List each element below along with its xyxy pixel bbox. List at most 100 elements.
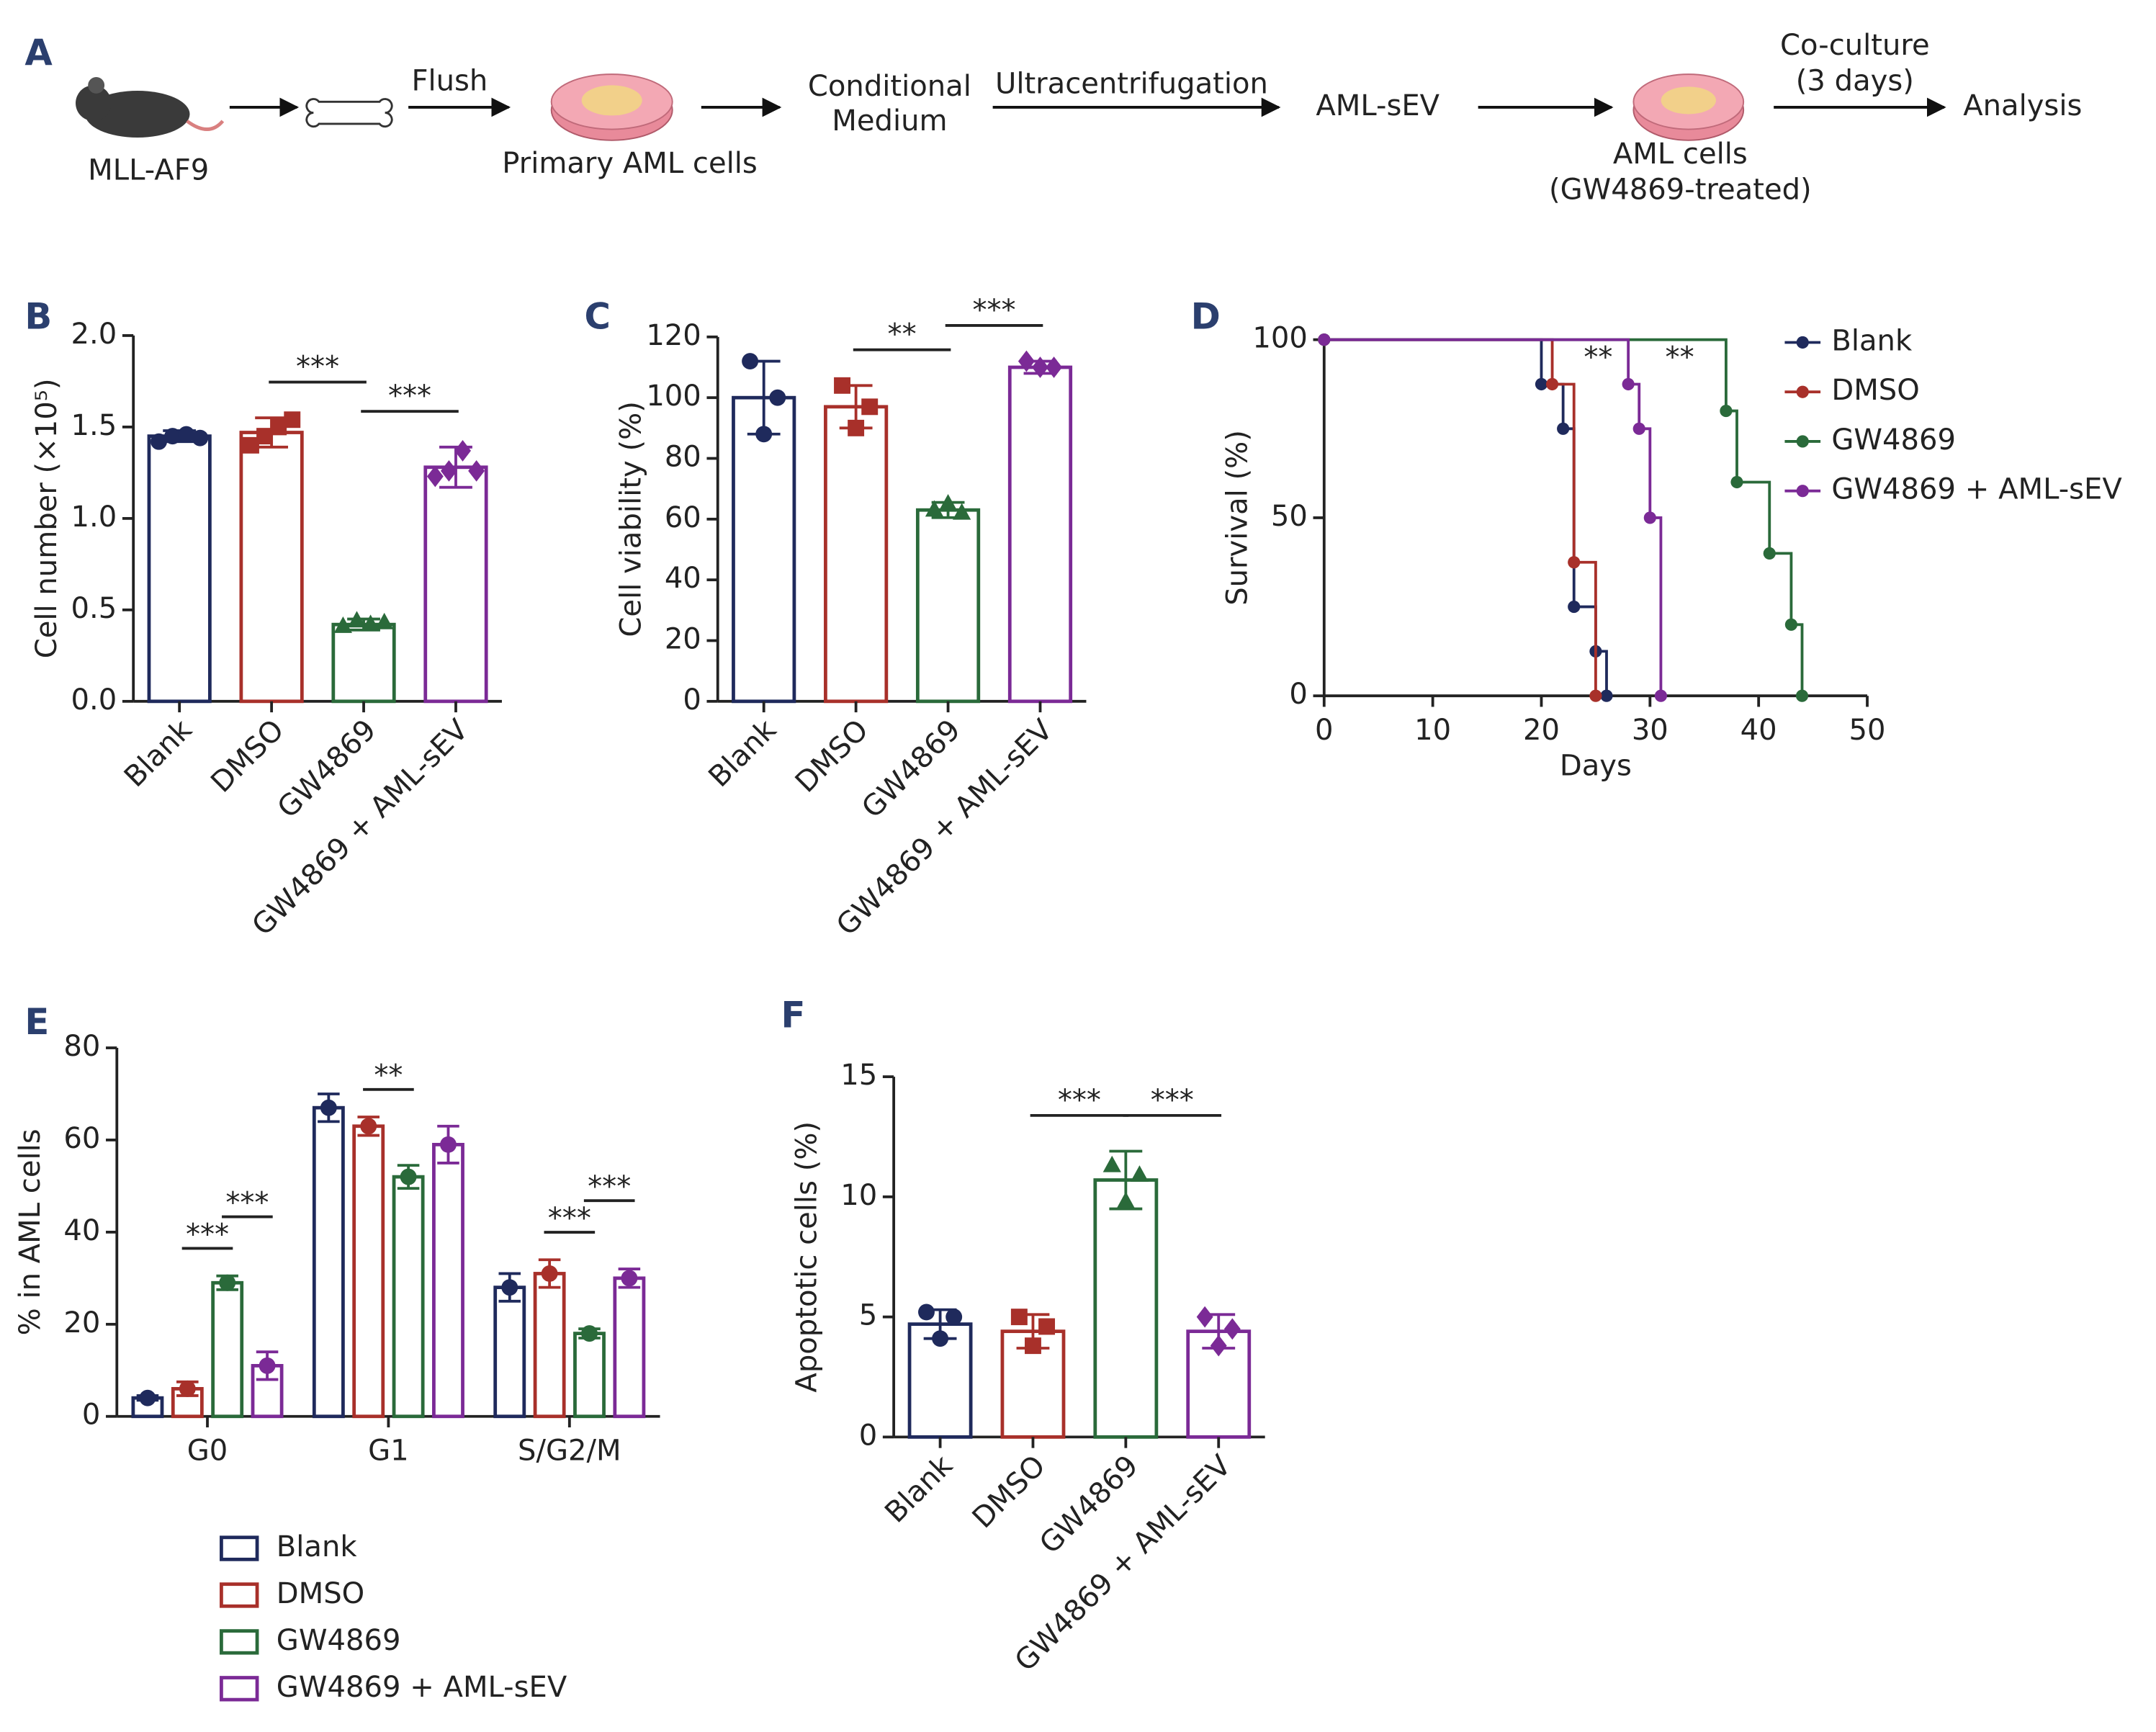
significance-label: *** [225, 1186, 269, 1219]
y-tick-label: 60 [665, 501, 701, 534]
legend-label: Blank [1831, 324, 1913, 357]
data-point [861, 398, 879, 416]
data-point [1795, 689, 1809, 702]
bone-icon [305, 98, 393, 128]
x-tick-label: 50 [1849, 714, 1886, 747]
data-point [1589, 689, 1602, 702]
x-tick-label: 40 [1740, 714, 1777, 747]
y-tick-label: 0.5 [71, 592, 117, 625]
data-point [953, 503, 971, 520]
data-point [946, 1309, 963, 1326]
data-point [243, 436, 259, 454]
significance-label: *** [972, 294, 1015, 327]
data-point [581, 1325, 598, 1342]
significance-label: ** [1666, 341, 1694, 374]
data-point [848, 419, 865, 436]
data-point [1763, 547, 1776, 560]
y-axis-title: Cell number (×10⁵) [30, 379, 63, 659]
data-point [1568, 600, 1581, 614]
data-point [621, 1270, 638, 1287]
step-label: MLL-AF9 [88, 154, 209, 187]
legend-label: GW4869 [1831, 423, 1956, 457]
data-point [192, 429, 209, 447]
survival-line [1324, 338, 1597, 696]
step-label: Analysis [1963, 89, 2082, 122]
x-tick-label: 0 [1315, 714, 1334, 747]
data-point [375, 612, 394, 629]
data-point [1720, 404, 1733, 418]
data-point [1535, 377, 1548, 391]
x-axis-title: Days [1560, 749, 1632, 782]
panel-label: C [585, 296, 611, 338]
data-point [333, 616, 353, 633]
legend-label: Blank [277, 1530, 358, 1563]
bar [533, 1272, 566, 1419]
data-point [164, 428, 181, 445]
step-label: AML-sEV [1316, 89, 1439, 122]
significance-label: ** [888, 318, 917, 351]
panel-label: D [1191, 296, 1221, 338]
legend-marker [1796, 385, 1809, 398]
data-point [1018, 350, 1035, 372]
step-label: Primary AML cells [502, 147, 758, 180]
data-point [219, 1274, 236, 1291]
data-point [1318, 333, 1331, 346]
data-point [755, 426, 773, 443]
legend-swatch [220, 1676, 259, 1702]
data-point [1010, 1309, 1028, 1326]
x-tick-label: DMSO [205, 714, 290, 799]
y-tick-label: 120 [646, 319, 701, 352]
step-label: (3 days) [1796, 65, 1914, 98]
dish-icon [1632, 73, 1745, 141]
bar [312, 1105, 345, 1419]
data-point [179, 1380, 196, 1397]
bar [352, 1124, 385, 1419]
data-point [440, 1136, 457, 1153]
data-point [918, 1304, 935, 1321]
step-label: Flush [411, 65, 488, 98]
bar [392, 1175, 425, 1419]
step-label: Medium [832, 104, 947, 138]
data-point [1102, 1155, 1121, 1172]
y-tick-label: 0.0 [71, 683, 117, 717]
significance-label: *** [388, 380, 431, 413]
y-axis-title: Survival (%) [1221, 430, 1254, 606]
y-tick-label: 20 [665, 623, 701, 656]
y-tick-label: 1.5 [71, 409, 117, 442]
survival-line [1324, 338, 1608, 696]
panel-label: F [781, 995, 806, 1036]
data-point [1632, 422, 1645, 435]
y-tick-label: 2.0 [71, 318, 117, 351]
data-point [151, 433, 167, 450]
y-tick-label: 5 [859, 1299, 878, 1332]
y-axis-title: Apoptotic cells (%) [791, 1121, 824, 1393]
data-point [769, 389, 786, 406]
y-tick-label: 0 [683, 683, 701, 717]
bar [573, 1332, 606, 1419]
data-point [1130, 1165, 1149, 1183]
legend-label: DMSO [1831, 374, 1919, 407]
panel-label: E [24, 1001, 49, 1043]
data-point [1622, 377, 1635, 391]
bar [1007, 365, 1073, 704]
dish-icon [550, 73, 673, 141]
y-tick-label: 20 [63, 1306, 100, 1340]
y-axis-title: % in AML cells [14, 1129, 47, 1335]
significance-label: *** [186, 1218, 229, 1251]
data-point [1784, 618, 1798, 631]
workflow: A MLL-AF9 Flush Primary AML cel [24, 29, 2082, 206]
y-axis-title: Cell viability (%) [614, 401, 647, 637]
data-point [256, 428, 274, 445]
data-point [454, 440, 471, 462]
step-label: AML cells [1613, 138, 1748, 171]
data-point [1545, 377, 1559, 391]
legend-label: GW4869 + AML-sEV [277, 1671, 567, 1704]
mouse-icon [76, 76, 225, 138]
data-point [139, 1389, 156, 1406]
bar [211, 1280, 244, 1419]
significance-label: *** [548, 1202, 591, 1235]
y-tick-label: 50 [1271, 500, 1308, 533]
y-tick-label: 100 [1252, 322, 1308, 355]
data-point [347, 611, 367, 628]
